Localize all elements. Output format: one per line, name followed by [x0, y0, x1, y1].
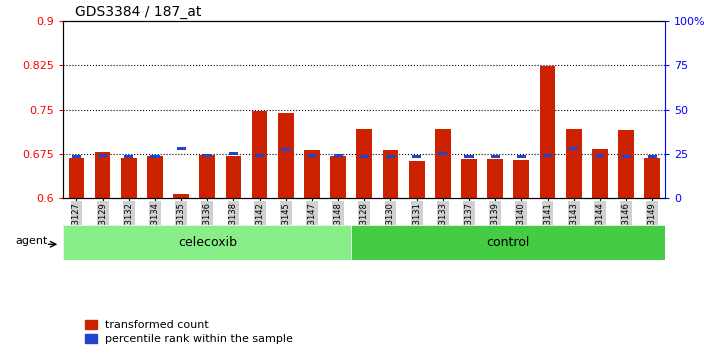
Bar	[68, 158, 84, 198]
Bar	[95, 152, 111, 198]
Bar	[543, 154, 552, 157]
Bar	[412, 155, 421, 158]
Bar	[278, 113, 294, 198]
Text: celecoxib: celecoxib	[178, 236, 237, 249]
Bar	[334, 154, 343, 157]
Text: control: control	[486, 236, 530, 249]
Bar	[592, 149, 608, 198]
Bar	[487, 159, 503, 198]
Bar	[356, 129, 372, 198]
Bar	[569, 147, 578, 150]
Bar	[383, 150, 398, 198]
Bar	[98, 154, 107, 157]
Bar	[648, 155, 657, 158]
Bar	[121, 158, 137, 198]
Text: agent: agent	[15, 236, 48, 246]
Bar	[491, 155, 500, 158]
Bar	[644, 158, 660, 198]
Bar	[173, 194, 189, 198]
Bar	[566, 129, 582, 198]
Text: GDS3384 / 187_at: GDS3384 / 187_at	[75, 5, 202, 19]
Bar	[151, 155, 160, 158]
Bar	[225, 156, 241, 198]
Bar	[622, 155, 631, 158]
Bar	[203, 154, 212, 157]
Bar	[465, 155, 474, 158]
Bar	[351, 225, 665, 260]
Bar	[147, 156, 163, 198]
Bar	[124, 155, 133, 158]
Bar	[63, 225, 351, 260]
Bar	[360, 155, 369, 158]
Bar	[177, 147, 186, 149]
Bar	[330, 156, 346, 198]
Bar	[199, 155, 215, 198]
Bar	[409, 161, 425, 198]
Bar	[308, 154, 317, 157]
Bar	[252, 111, 268, 198]
Bar	[255, 154, 264, 157]
Bar	[513, 160, 529, 198]
Bar	[461, 159, 477, 198]
Bar	[540, 66, 555, 198]
Bar	[517, 155, 526, 158]
Bar	[618, 130, 634, 198]
Bar	[229, 152, 238, 155]
Bar	[281, 148, 290, 151]
Bar	[596, 154, 605, 157]
Bar	[435, 129, 451, 198]
Bar	[386, 155, 395, 158]
Bar	[304, 150, 320, 198]
Bar	[439, 152, 448, 155]
Legend: transformed count, percentile rank within the sample: transformed count, percentile rank withi…	[81, 315, 298, 348]
Bar	[72, 155, 81, 158]
